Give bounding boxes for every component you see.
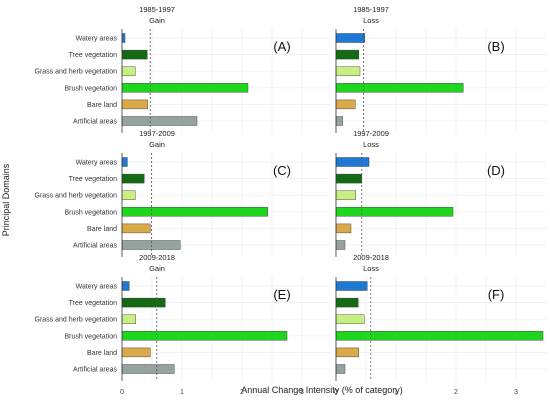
bar: [335, 364, 346, 374]
bar: [335, 99, 356, 110]
category-label: Watery areas: [76, 36, 118, 43]
bar: [121, 99, 148, 110]
category-label: Brush vegetation: [64, 209, 117, 216]
bar: [121, 364, 175, 374]
panel-period: 1985-1997: [353, 5, 389, 14]
y-axis-title: Principal Domains: [1, 163, 11, 236]
x-tick-label: 2: [454, 389, 458, 396]
panel-letter: (F): [488, 287, 505, 302]
bar: [335, 297, 359, 308]
category-label: Watery areas: [76, 284, 118, 291]
bar: [121, 314, 137, 324]
category-label: Bare land: [87, 102, 117, 109]
category-label: Tree vegetation: [69, 300, 117, 307]
bar: [121, 66, 136, 76]
x-axis-title: Annual Change Intensity (% of category): [241, 385, 403, 395]
bar: [121, 281, 130, 291]
panel-change: Loss: [363, 16, 379, 25]
bar: [335, 314, 365, 324]
category-label: Artificial areas: [73, 243, 117, 250]
panel-letter: (A): [273, 39, 290, 54]
bar: [335, 190, 356, 200]
bar: [121, 331, 288, 341]
x-tick-label: 3: [514, 389, 518, 396]
bar: [335, 116, 343, 126]
panel-letter: (C): [273, 163, 291, 178]
bar: [335, 331, 544, 341]
panel-b: 1985-1997 Loss (B): [335, 5, 546, 133]
panel-change: Loss: [363, 264, 379, 273]
category-label: Grass and herb vegetation: [35, 193, 118, 200]
bar: [121, 116, 198, 126]
bar: [335, 223, 352, 234]
x-tick-label: 3: [300, 389, 304, 396]
bar: [335, 157, 370, 167]
bar: [335, 347, 359, 358]
bar: [335, 281, 368, 291]
panel-f: 2009-2018 Loss (F) 0 1 2 3: [334, 253, 546, 396]
bar: [335, 240, 346, 250]
category-label: Brush vegetation: [64, 333, 117, 340]
bar: [335, 83, 464, 93]
category-label: Grass and herb vegetation: [35, 317, 118, 324]
bar: [335, 49, 359, 60]
panel-period: 2009-2018: [139, 253, 175, 262]
bar: [121, 190, 136, 200]
panels: 1985-1997 Gain (A) Watery areas Tree vegetat…: [35, 5, 546, 396]
panel-letter: (B): [487, 39, 504, 54]
panel-c: 1997-2009 Gain (C) Watery areas Tree vegetat…: [35, 129, 332, 257]
bar: [121, 347, 151, 358]
category-label: Watery areas: [76, 160, 118, 167]
category-label: Bare land: [87, 350, 117, 357]
bar: [335, 207, 454, 217]
x-tick-label: 1: [180, 389, 184, 396]
category-label: Tree vegetation: [69, 52, 117, 59]
bar: [335, 33, 365, 43]
category-label: Brush vegetation: [64, 85, 117, 92]
panel-d: 1997-2009 Loss (D): [335, 129, 546, 257]
category-label: Artificial areas: [73, 367, 117, 374]
category-label: Grass and herb vegetation: [35, 69, 118, 76]
category-label: Bare land: [87, 226, 117, 233]
x-tick-label: 1: [394, 389, 398, 396]
panel-change: Loss: [363, 140, 379, 149]
bar: [121, 207, 269, 217]
bar: [121, 173, 145, 184]
bar: [121, 157, 128, 167]
x-tick-label: 2: [240, 389, 244, 396]
panel-e: 2009-2018 Gain (E) Watery areas Tree vegetat…: [35, 253, 332, 396]
bar: [121, 49, 148, 60]
panel-change: Gain: [149, 264, 165, 273]
x-tick-label: 0: [334, 389, 338, 396]
category-label: Artificial areas: [73, 119, 117, 126]
panel-change: Gain: [149, 140, 165, 149]
bar: [121, 223, 151, 234]
panel-period: 2009-2018: [353, 253, 389, 262]
panel-change: Gain: [149, 16, 165, 25]
panel-letter: (E): [273, 287, 290, 302]
bar: [121, 297, 166, 308]
category-label: Tree vegetation: [69, 176, 117, 183]
panel-period: 1997-2009: [139, 129, 175, 138]
panel-period: 1997-2009: [353, 129, 389, 138]
x-tick-label: 0: [120, 389, 124, 396]
bar: [121, 83, 249, 93]
bar: [335, 173, 362, 184]
panel-period: 1985-1997: [139, 5, 175, 14]
panel-a: 1985-1997 Gain (A) Watery areas Tree vegetat…: [35, 5, 332, 133]
bar: [335, 66, 361, 76]
bar: [121, 33, 126, 43]
panel-letter: (D): [487, 163, 505, 178]
